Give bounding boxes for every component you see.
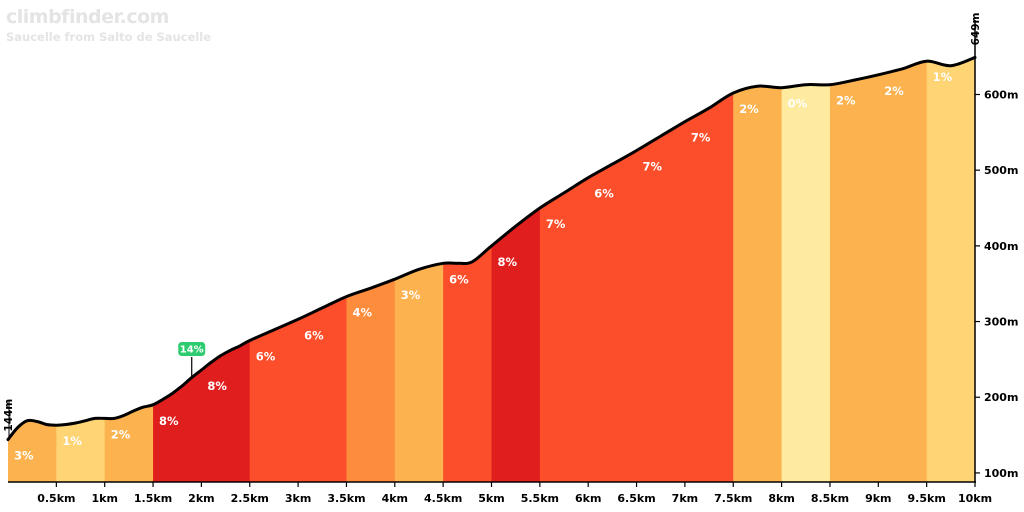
gradient-segment-7	[298, 57, 347, 482]
x-tick-label-12: 6km	[575, 492, 601, 505]
x-tick-label-13: 6.5km	[617, 492, 655, 505]
x-tick-label-8: 4km	[382, 492, 408, 505]
x-tick-label-4: 2km	[188, 492, 214, 505]
gradient-label-5: 8%	[207, 379, 227, 393]
gradient-label-11: 8%	[498, 255, 518, 269]
gradient-segment-12	[539, 57, 589, 482]
gradient-segment-14	[636, 57, 686, 482]
x-tick-label-11: 5.5km	[521, 492, 559, 505]
x-tick-label-6: 3km	[285, 492, 311, 505]
x-tick-label-14: 7km	[672, 492, 698, 505]
gradient-segment-20	[926, 57, 975, 482]
brand-watermark: climbfinder.com	[6, 6, 169, 28]
gradient-label-12: 7%	[546, 217, 566, 231]
gradient-segment-19	[878, 57, 928, 482]
x-tick-label-19: 9.5km	[908, 492, 946, 505]
x-tick-label-10: 5km	[478, 492, 504, 505]
gradient-label-6: 6%	[256, 349, 276, 363]
start-elevation-label: 144m	[3, 399, 15, 432]
gradient-label-17: 0%	[788, 97, 808, 111]
gradient-label-4: 8%	[159, 414, 179, 428]
gradient-label-14: 7%	[643, 160, 663, 174]
elevation-profile-line	[6, 55, 977, 442]
end-elevation-label: 649m	[970, 12, 982, 45]
max-gradient-label: 14%	[180, 345, 204, 356]
gradient-segment-2	[56, 57, 106, 482]
gradient-label-13: 6%	[594, 187, 614, 201]
gradient-label-1: 3%	[14, 449, 34, 463]
climb-subtitle: Saucelle from Salto de Saucelle	[6, 30, 212, 44]
x-tick-label-7: 3.5km	[327, 492, 365, 505]
gradient-segment-13	[588, 57, 638, 482]
y-tick-label-4: 400m	[984, 240, 1018, 253]
gradient-label-15: 7%	[691, 131, 711, 145]
x-tick-label-2: 1km	[91, 492, 117, 505]
gradient-segment-5	[201, 57, 251, 482]
x-tick-label-16: 8km	[768, 492, 794, 505]
gradient-segment-15	[684, 57, 734, 482]
gradient-label-18: 2%	[836, 94, 856, 108]
x-tick-label-5: 2.5km	[231, 492, 269, 505]
y-tick-label-3: 300m	[984, 316, 1018, 329]
x-tick-label-3: 1.5km	[134, 492, 172, 505]
y-tick-label-2: 200m	[984, 391, 1018, 404]
x-tick-label-1: 0.5km	[37, 492, 75, 505]
y-tick-label-5: 500m	[984, 164, 1018, 177]
gradient-label-9: 3%	[401, 288, 421, 302]
x-tick-label-20: 10km	[958, 492, 992, 505]
gradient-segment-10	[443, 57, 492, 482]
gradient-segment-6	[249, 57, 299, 482]
gradient-segment-9	[394, 57, 444, 482]
max-gradient-badge	[177, 341, 207, 358]
gradient-label-3: 2%	[111, 427, 131, 441]
gradient-segment-1	[8, 57, 57, 482]
gradient-segment-18	[829, 57, 879, 482]
gradient-segment-8	[346, 57, 396, 482]
gradient-label-8: 4%	[352, 306, 372, 320]
y-tick-label-1: 100m	[984, 467, 1018, 480]
x-tick-label-9: 4.5km	[424, 492, 462, 505]
gradient-label-16: 2%	[739, 102, 759, 116]
gradient-segment-17	[781, 57, 831, 482]
gradient-label-20: 1%	[933, 70, 953, 84]
gradient-label-7: 6%	[304, 328, 324, 342]
y-tick-label-6: 600m	[984, 88, 1018, 101]
x-tick-label-17: 8.5km	[811, 492, 849, 505]
gradient-label-19: 2%	[884, 84, 904, 98]
gradient-label-10: 6%	[449, 272, 469, 286]
x-tick-label-15: 7.5km	[714, 492, 752, 505]
gradient-label-2: 1%	[62, 434, 82, 448]
gradient-segment-16	[733, 57, 783, 482]
x-tick-label-18: 9km	[865, 492, 891, 505]
